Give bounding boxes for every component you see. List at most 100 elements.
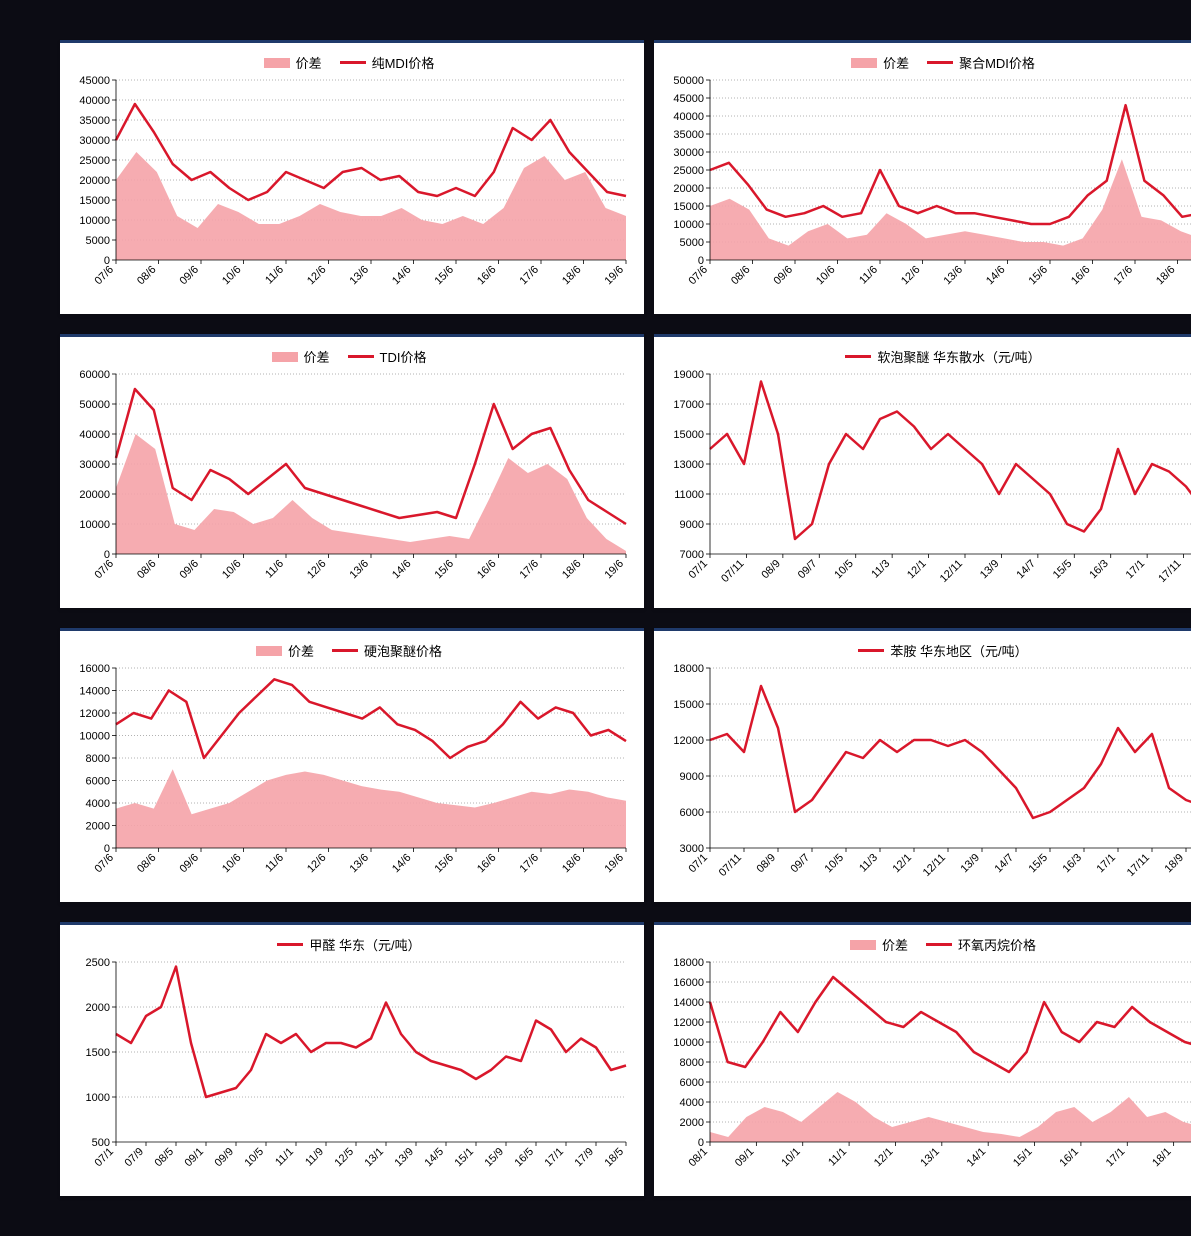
svg-text:12/6: 12/6 — [305, 558, 329, 582]
chart-svg: 500100015002000250007/107/908/509/109/91… — [64, 956, 634, 1190]
svg-text:16000: 16000 — [79, 663, 110, 675]
svg-text:10/6: 10/6 — [220, 852, 244, 876]
legend-swatch — [927, 61, 953, 64]
legend-swatch — [348, 355, 374, 358]
legend-swatch — [926, 943, 952, 946]
svg-text:07/6: 07/6 — [92, 852, 116, 876]
svg-text:15000: 15000 — [673, 429, 704, 441]
svg-text:07/1: 07/1 — [92, 1146, 116, 1170]
svg-text:15/6: 15/6 — [1026, 264, 1050, 288]
svg-text:17/1: 17/1 — [1104, 1146, 1128, 1170]
svg-text:10/6: 10/6 — [220, 264, 244, 288]
svg-text:17/1: 17/1 — [542, 1146, 566, 1170]
svg-text:13/6: 13/6 — [347, 852, 371, 876]
svg-text:13/9: 13/9 — [392, 1146, 416, 1170]
area-series — [710, 1092, 1191, 1142]
svg-text:13/1: 13/1 — [918, 1146, 942, 1170]
svg-text:13/6: 13/6 — [347, 558, 371, 582]
svg-text:14/6: 14/6 — [390, 558, 414, 582]
svg-text:18/6: 18/6 — [560, 852, 584, 876]
svg-text:16/3: 16/3 — [1087, 558, 1111, 582]
svg-text:40000: 40000 — [79, 95, 110, 107]
area-series — [710, 159, 1191, 260]
area-series — [116, 769, 626, 848]
svg-text:60000: 60000 — [79, 369, 110, 381]
chart-panel: 苯胺 华东地区（元/吨）3000600090001200015000180000… — [654, 628, 1191, 902]
svg-text:14/6: 14/6 — [390, 264, 414, 288]
svg-text:16/3: 16/3 — [1060, 852, 1084, 876]
svg-text:2000: 2000 — [86, 821, 110, 833]
svg-text:45000: 45000 — [79, 75, 110, 87]
chart-plot: 30006000900012000150001800007/107/1108/9… — [658, 662, 1191, 896]
chart-panel: 价差聚合MDI价格0500010000150002000025000300003… — [654, 40, 1191, 314]
legend-item: 软泡聚醚 华东散水（元/吨） — [845, 347, 1040, 366]
svg-text:13/9: 13/9 — [958, 852, 982, 876]
svg-text:12/5: 12/5 — [332, 1146, 356, 1170]
svg-text:12/1: 12/1 — [905, 558, 929, 582]
svg-text:8000: 8000 — [86, 753, 110, 765]
svg-text:2500: 2500 — [86, 957, 110, 969]
legend-item: 甲醛 华东（元/吨） — [277, 935, 420, 954]
svg-text:19/6: 19/6 — [602, 852, 626, 876]
svg-text:15/5: 15/5 — [1051, 558, 1075, 582]
svg-text:09/7: 09/7 — [788, 852, 812, 876]
svg-text:09/1: 09/1 — [182, 1146, 206, 1170]
svg-text:1000: 1000 — [86, 1092, 110, 1104]
chart-plot: 0500010000150002000025000300003500040000… — [64, 74, 634, 308]
legend-swatch — [272, 352, 298, 362]
svg-text:11/3: 11/3 — [857, 852, 880, 875]
svg-text:07/9: 07/9 — [122, 1146, 146, 1170]
svg-text:10/5: 10/5 — [832, 558, 856, 582]
svg-text:09/1: 09/1 — [733, 1146, 757, 1170]
svg-text:17/11: 17/11 — [1156, 558, 1183, 585]
chart-plot: 020004000600080001000012000140001600007/… — [64, 662, 634, 896]
svg-text:13/1: 13/1 — [362, 1146, 386, 1170]
svg-text:09/6: 09/6 — [177, 264, 201, 288]
svg-text:12/1: 12/1 — [890, 852, 914, 876]
svg-text:16/6: 16/6 — [1069, 264, 1093, 288]
svg-text:11/1: 11/1 — [273, 1146, 296, 1169]
svg-text:2000: 2000 — [86, 1002, 110, 1014]
svg-text:10000: 10000 — [673, 1037, 704, 1049]
svg-text:10/5: 10/5 — [242, 1146, 266, 1170]
svg-text:08/6: 08/6 — [135, 264, 159, 288]
svg-text:50000: 50000 — [79, 399, 110, 411]
svg-text:15000: 15000 — [673, 699, 704, 711]
legend-label: 硬泡聚醚价格 — [364, 641, 442, 660]
chart-plot: 500100015002000250007/107/908/509/109/91… — [64, 956, 634, 1190]
chart-legend: 价差TDI价格 — [64, 343, 634, 368]
svg-text:4000: 4000 — [680, 1097, 704, 1109]
svg-text:08/5: 08/5 — [152, 1146, 176, 1170]
svg-text:18/9: 18/9 — [1162, 852, 1186, 876]
svg-text:18/1: 18/1 — [1150, 1146, 1174, 1170]
svg-text:6000: 6000 — [86, 776, 110, 788]
chart-panel: 价差纯MDI价格05000100001500020000250003000035… — [60, 40, 644, 314]
svg-text:08/1: 08/1 — [686, 1146, 710, 1170]
svg-text:19000: 19000 — [673, 369, 704, 381]
svg-text:09/6: 09/6 — [177, 852, 201, 876]
svg-text:15/5: 15/5 — [1026, 852, 1050, 876]
svg-text:12000: 12000 — [673, 735, 704, 747]
chart-panel: 价差TDI价格010000200003000040000500006000007… — [60, 334, 644, 608]
svg-text:11000: 11000 — [674, 489, 704, 501]
svg-text:1500: 1500 — [86, 1047, 110, 1059]
chart-legend: 甲醛 华东（元/吨） — [64, 931, 634, 956]
svg-text:50000: 50000 — [673, 75, 704, 87]
svg-text:20000: 20000 — [79, 175, 110, 187]
svg-text:8000: 8000 — [680, 1057, 704, 1069]
svg-text:15000: 15000 — [79, 195, 110, 207]
svg-text:18/6: 18/6 — [1154, 264, 1178, 288]
chart-grid: 价差纯MDI价格05000100001500020000250003000035… — [0, 0, 1191, 1236]
legend-swatch — [332, 649, 358, 652]
svg-text:14/5: 14/5 — [422, 1146, 446, 1170]
legend-label: 甲醛 华东（元/吨） — [309, 935, 420, 954]
svg-text:14/6: 14/6 — [390, 852, 414, 876]
chart-svg: 0500010000150002000025000300003500040000… — [658, 74, 1191, 308]
svg-text:10000: 10000 — [79, 215, 110, 227]
svg-text:25000: 25000 — [673, 165, 704, 177]
svg-text:07/6: 07/6 — [92, 558, 116, 582]
legend-item: 价差 — [850, 935, 908, 954]
svg-text:14/6: 14/6 — [984, 264, 1008, 288]
svg-text:19/6: 19/6 — [602, 558, 626, 582]
chart-svg: 0500010000150002000025000300003500040000… — [64, 74, 634, 308]
